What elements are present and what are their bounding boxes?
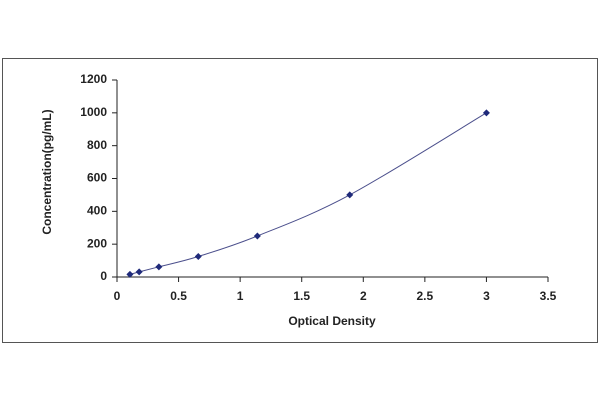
point xyxy=(126,270,134,278)
y-axis-label: Concentration(pg/mL) xyxy=(40,109,54,234)
x-tick-label: 2.5 xyxy=(417,289,434,303)
x-tick-label: 0 xyxy=(114,289,121,303)
y-tick-label: 1000 xyxy=(80,105,107,119)
point xyxy=(155,263,163,271)
point xyxy=(253,232,261,240)
y-tick-label: 1200 xyxy=(80,72,107,86)
point xyxy=(482,109,490,117)
x-tick-label: 3 xyxy=(483,289,490,303)
point xyxy=(194,252,202,260)
y-tick-label: 600 xyxy=(87,171,107,185)
x-tick-label: 3.5 xyxy=(540,289,557,303)
x-tick-label: 1.5 xyxy=(293,289,310,303)
y-tick-label: 0 xyxy=(100,269,107,283)
point xyxy=(346,191,354,199)
chart-border xyxy=(2,58,598,343)
point xyxy=(135,268,143,276)
x-tick-label: 2 xyxy=(360,289,367,303)
y-tick-label: 200 xyxy=(87,236,107,250)
y-tick-label: 800 xyxy=(87,138,107,152)
y-tick-label: 400 xyxy=(87,204,107,218)
x-axis-label: Optical Density xyxy=(288,314,376,328)
x-tick-label: 1 xyxy=(237,289,244,303)
x-tick-label: 0.5 xyxy=(170,289,187,303)
